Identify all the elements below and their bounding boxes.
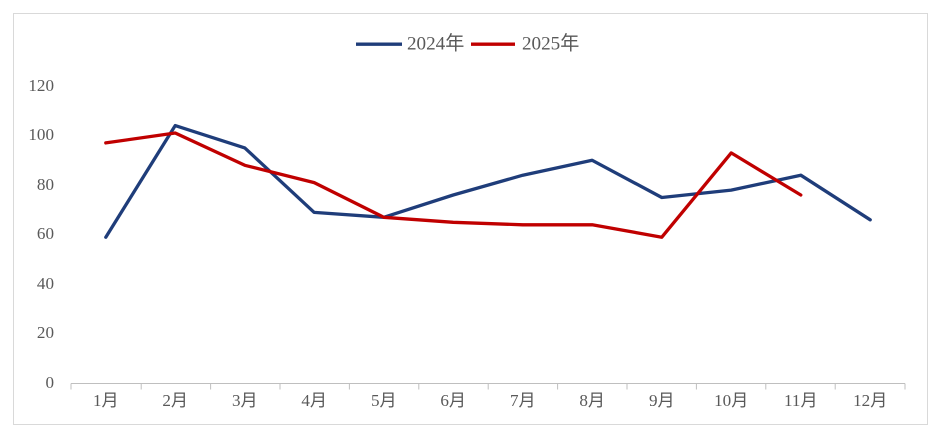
svg-text:2024年: 2024年 (407, 33, 464, 55)
svg-text:8月: 8月 (579, 391, 605, 410)
svg-text:3月: 3月 (232, 391, 258, 410)
svg-text:0: 0 (45, 373, 54, 392)
svg-text:10月: 10月 (714, 391, 748, 410)
svg-text:1月: 1月 (93, 391, 119, 410)
svg-text:4月: 4月 (301, 391, 327, 410)
svg-text:60: 60 (37, 224, 54, 243)
svg-text:5月: 5月 (371, 391, 397, 410)
svg-text:20: 20 (37, 323, 54, 342)
svg-text:100: 100 (28, 125, 54, 144)
svg-text:40: 40 (37, 274, 54, 293)
svg-text:2月: 2月 (162, 391, 188, 410)
svg-text:9月: 9月 (649, 391, 675, 410)
svg-text:2025年: 2025年 (522, 33, 579, 55)
svg-text:12月: 12月 (853, 391, 887, 410)
svg-text:80: 80 (37, 175, 54, 194)
svg-text:11月: 11月 (784, 391, 818, 410)
svg-text:6月: 6月 (440, 391, 466, 410)
svg-text:7月: 7月 (510, 391, 536, 410)
svg-text:120: 120 (28, 76, 54, 95)
